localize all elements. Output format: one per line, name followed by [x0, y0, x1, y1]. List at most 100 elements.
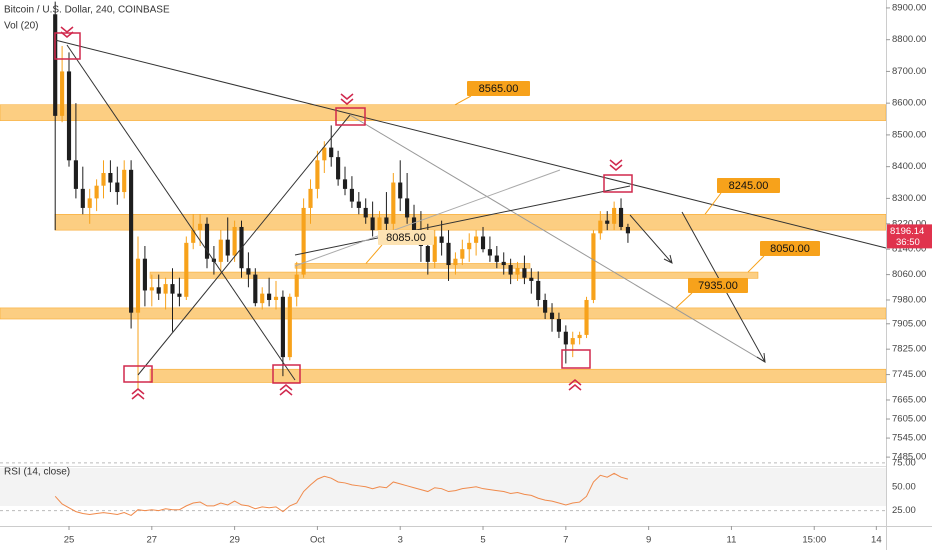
zone-label: 8245.00 [729, 180, 769, 192]
candle-body [66, 71, 72, 161]
y-tick-label: 8900.00 [892, 2, 926, 13]
candle-body [108, 173, 113, 183]
x-tick-label: 25 [64, 535, 75, 546]
candle-body [377, 217, 382, 231]
candle-body [135, 258, 141, 313]
candle-body [549, 312, 555, 320]
pivot-box [561, 349, 591, 369]
candle-body [618, 207, 624, 227]
candle-body [163, 284, 168, 294]
x-tick-label: 29 [229, 535, 240, 546]
candle-body [287, 296, 292, 358]
candle-body [480, 236, 486, 250]
candle-body [273, 296, 279, 300]
x-tick-label: 11 [726, 535, 736, 546]
candle-body [315, 160, 320, 189]
candle-body [94, 185, 99, 199]
candle-body [515, 268, 520, 275]
label-connector [454, 95, 472, 106]
label-connector [365, 244, 383, 264]
volume-label: Vol (20) [4, 21, 38, 32]
pane-separator [0, 466, 886, 467]
x-tick-label: 27 [147, 535, 158, 546]
candle-body [556, 319, 561, 332]
candle-body [232, 226, 237, 256]
chevrons-up [131, 379, 582, 400]
candle-body [494, 255, 499, 262]
zone-label: 7935.00 [698, 280, 738, 292]
axes: 8900.00 8800.00 8700.00 8600.00 8500.00 8400.… [64, 2, 927, 545]
last-price: 8196.14 [890, 226, 924, 237]
candle-body [508, 265, 513, 275]
x-tick-label: Oct [310, 535, 325, 546]
zone [149, 271, 759, 279]
trendline [294, 169, 561, 267]
zone-label: 8050.00 [770, 243, 810, 255]
candle-body [191, 230, 196, 243]
pivot-box [603, 174, 633, 193]
x-tick-label: 3 [398, 535, 403, 546]
candle-body [53, 14, 58, 116]
candle-body [349, 188, 354, 202]
candle-body [577, 334, 582, 339]
candle-body [115, 182, 120, 193]
y-tick-label: 8700.00 [892, 66, 926, 77]
candle-body [598, 220, 603, 234]
candle-body [536, 280, 541, 300]
chart-title: Bitcoin / U.S. Dollar, 240, COINBASE [4, 5, 170, 16]
zone [0, 104, 887, 121]
candle-body [501, 261, 506, 266]
label-connector [675, 292, 693, 309]
candle-body [584, 299, 589, 335]
candle-body [322, 147, 327, 161]
countdown: 36:50 [896, 237, 920, 248]
candle-body [425, 246, 430, 262]
candle-body [411, 217, 417, 231]
pivot-box [123, 365, 153, 383]
zone-label: 8085.00 [386, 232, 426, 244]
zone-label-box [717, 178, 780, 193]
y-tick-label: 7905.00 [892, 318, 926, 329]
candle-body [439, 236, 444, 243]
candle-body [405, 198, 410, 218]
trendline [66, 44, 296, 381]
candle-body [301, 207, 306, 275]
candle-body [356, 201, 361, 208]
candle-body [625, 226, 630, 234]
y-tick-label: 8300.00 [892, 193, 926, 204]
y-tick-label: 7980.00 [892, 294, 926, 305]
candle-body [522, 268, 527, 278]
rsi-tick-label: 50.00 [892, 481, 916, 492]
arrow [629, 214, 673, 264]
candle-body [225, 239, 230, 256]
zone-label-box [688, 278, 748, 293]
x-tick-label: 14 [871, 535, 882, 546]
candle-body [73, 160, 78, 189]
rsi-line [54, 472, 629, 517]
candle-body [591, 233, 596, 300]
candle-body [453, 258, 458, 266]
y-tick-label: 7745.00 [892, 369, 926, 380]
zone-label-box [760, 241, 820, 256]
candle-body [170, 284, 175, 294]
candle-body [204, 223, 210, 259]
candle-body [329, 147, 334, 158]
candle-body [460, 249, 465, 259]
candles [53, 1, 630, 389]
candle-body [60, 71, 65, 116]
y-tick-label: 7485.00 [892, 452, 926, 463]
chevrons-down [60, 26, 623, 171]
zone-label-box [378, 230, 434, 245]
zone-labels: 8565.00 8245.00 8085.00 8050.00 7935.00 [365, 81, 820, 309]
y-tick-label: 8060.00 [892, 269, 926, 280]
candle-body [122, 169, 127, 193]
candle-body [218, 239, 223, 262]
y-tick-label: 8500.00 [892, 129, 926, 140]
label-connector [704, 192, 722, 215]
x-tick-label: 9 [646, 535, 651, 546]
zone-label-box [467, 81, 530, 96]
x-tick-label: 15:00 [802, 535, 826, 546]
candle-body [336, 157, 341, 180]
rsi-tick-label: 75.00 [892, 457, 916, 468]
y-tick-label: 8600.00 [892, 98, 926, 109]
